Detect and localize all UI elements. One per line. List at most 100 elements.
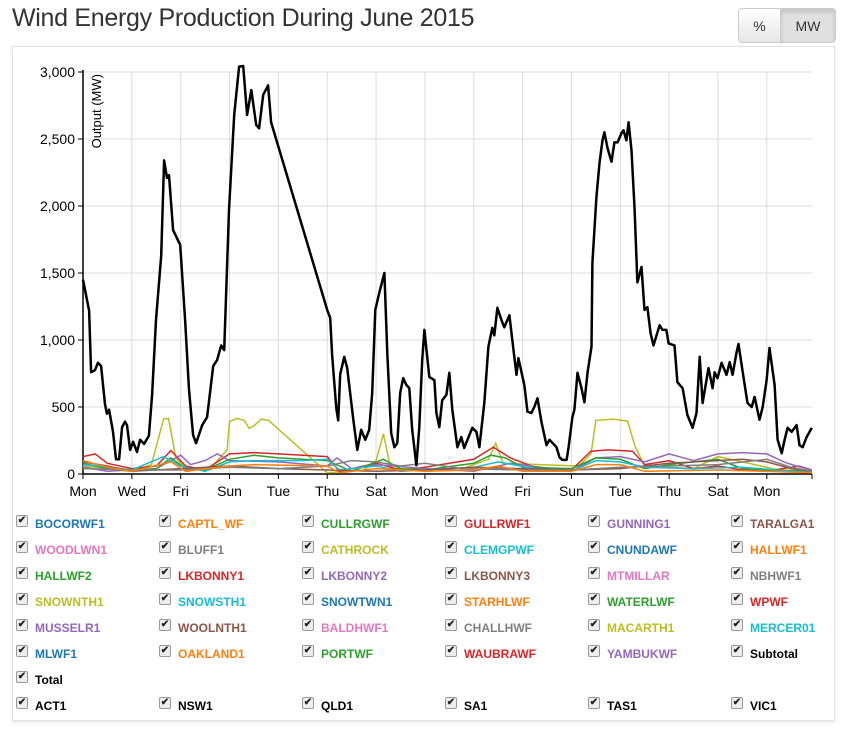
legend-item-waterlwf[interactable]: ✔ WATERLWF: [588, 593, 675, 610]
checkbox[interactable]: ✔: [159, 697, 171, 709]
legend-item-nsw1[interactable]: ✔ NSW1: [159, 697, 213, 714]
checkbox[interactable]: ✔: [445, 567, 457, 579]
legend-item-waubrawf[interactable]: ✔ WAUBRAWF: [445, 645, 536, 662]
legend-item-oakland1[interactable]: ✔ OAKLAND1: [159, 645, 245, 662]
legend-item-macarth1[interactable]: ✔ MACARTH1: [588, 619, 675, 636]
checkbox[interactable]: ✔: [16, 645, 28, 657]
legend-item-subtotal[interactable]: ✔ Subtotal: [731, 645, 798, 662]
legend-label: BALDHWF1: [321, 621, 389, 635]
checkbox[interactable]: ✔: [16, 593, 28, 605]
checkbox[interactable]: ✔: [302, 697, 314, 709]
checkbox[interactable]: ✔: [445, 645, 457, 657]
legend-item-wpwf[interactable]: ✔ WPWF: [731, 593, 788, 610]
checkbox[interactable]: ✔: [445, 619, 457, 631]
legend-item-snowtwn1[interactable]: ✔ SNOWTWN1: [302, 593, 392, 610]
checkbox[interactable]: ✔: [731, 697, 743, 709]
checkbox[interactable]: ✔: [302, 541, 314, 553]
checkbox[interactable]: ✔: [588, 619, 600, 631]
legend-item-hallwf1[interactable]: ✔ HALLWF1: [731, 541, 807, 558]
checkbox[interactable]: ✔: [731, 619, 743, 631]
legend-item-woolnth1[interactable]: ✔ WOOLNTH1: [159, 619, 247, 636]
legend-item-act1[interactable]: ✔ ACT1: [16, 697, 66, 714]
checkbox[interactable]: ✔: [159, 593, 171, 605]
checkbox[interactable]: ✔: [302, 619, 314, 631]
legend-item-musselr1[interactable]: ✔ MUSSELR1: [16, 619, 100, 636]
checkbox[interactable]: ✔: [16, 619, 28, 631]
checkbox[interactable]: ✔: [16, 671, 28, 683]
legend-item-nbhwf1[interactable]: ✔ NBHWF1: [731, 567, 801, 584]
legend-item-taralga1[interactable]: ✔ TARALGA1: [731, 515, 814, 532]
legend-item-lkbonny2[interactable]: ✔ LKBONNY2: [302, 567, 387, 584]
legend-item-yambukwf[interactable]: ✔ YAMBUKWF: [588, 645, 677, 662]
legend-item-lkbonny1[interactable]: ✔ LKBONNY1: [159, 567, 245, 584]
percent-button[interactable]: %: [739, 9, 781, 42]
checkbox[interactable]: ✔: [445, 593, 457, 605]
checkbox[interactable]: ✔: [731, 567, 743, 579]
legend-item-snowsth1[interactable]: ✔ SNOWSTH1: [159, 593, 246, 610]
legend-label: VIC1: [750, 699, 777, 713]
legend-item-woodlwn1[interactable]: ✔ WOODLWN1: [16, 541, 107, 558]
legend-item-bocorwf1[interactable]: ✔ BOCORWF1: [16, 515, 105, 532]
legend-label: MACARTH1: [607, 621, 675, 635]
checkbox[interactable]: ✔: [159, 515, 171, 527]
legend-item-sa1[interactable]: ✔ SA1: [445, 697, 488, 714]
legend-label: CLEMGPWF: [464, 543, 534, 557]
checkbox[interactable]: ✔: [159, 645, 171, 657]
checkbox[interactable]: ✔: [731, 541, 743, 553]
series-line-bluff1: [82, 458, 813, 473]
wind-output-chart: 0 500 1,000 1,500 2,000 2,500 3,000 Mon Wed Fri Su…: [40, 64, 813, 499]
legend-item-cnundawf[interactable]: ✔ CNUNDAWF: [588, 541, 677, 558]
legend-label: MLWF1: [35, 647, 77, 661]
checkbox[interactable]: ✔: [16, 541, 28, 553]
legend-item-baldhwf1[interactable]: ✔ BALDHWF1: [302, 619, 389, 636]
legend-label: LKBONNY3: [464, 569, 531, 583]
legend-item-gullrwf1[interactable]: ✔ GULLRWF1: [445, 515, 530, 532]
checkbox[interactable]: ✔: [302, 645, 314, 657]
checkbox[interactable]: ✔: [302, 567, 314, 579]
legend-item-clemgpwf[interactable]: ✔ CLEMGPWF: [445, 541, 534, 558]
legend-item-cullrgwf[interactable]: ✔ CULLRGWF: [302, 515, 390, 532]
legend-item-mlwf1[interactable]: ✔ MLWF1: [16, 645, 77, 662]
legend-item-snownth1[interactable]: ✔ SNOWNTH1: [16, 593, 104, 610]
checkbox[interactable]: ✔: [588, 567, 600, 579]
checkbox[interactable]: ✔: [588, 645, 600, 657]
legend-item-gunning1[interactable]: ✔ GUNNING1: [588, 515, 670, 532]
checkbox[interactable]: ✔: [302, 515, 314, 527]
checkbox[interactable]: ✔: [445, 697, 457, 709]
checkbox[interactable]: ✔: [588, 541, 600, 553]
checkbox[interactable]: ✔: [731, 645, 743, 657]
checkbox[interactable]: ✔: [588, 697, 600, 709]
legend-item-captl_wf[interactable]: ✔ CAPTL_WF: [159, 515, 243, 532]
checkbox[interactable]: ✔: [588, 593, 600, 605]
legend-item-tas1[interactable]: ✔ TAS1: [588, 697, 637, 714]
legend-item-starhlwf[interactable]: ✔ STARHLWF: [445, 593, 530, 610]
checkbox[interactable]: ✔: [159, 567, 171, 579]
checkbox[interactable]: ✔: [731, 593, 743, 605]
legend-item-mtmillar[interactable]: ✔ MTMILLAR: [588, 567, 670, 584]
checkbox[interactable]: ✔: [159, 541, 171, 553]
legend-item-vic1[interactable]: ✔ VIC1: [731, 697, 777, 714]
legend-item-bluff1[interactable]: ✔ BLUFF1: [159, 541, 224, 558]
legend-label: TAS1: [607, 699, 637, 713]
checkbox[interactable]: ✔: [16, 697, 28, 709]
checkbox[interactable]: ✔: [445, 515, 457, 527]
legend-label: SA1: [464, 699, 488, 713]
legend-item-total[interactable]: ✔ Total: [16, 671, 63, 688]
legend-item-portwf[interactable]: ✔ PORTWF: [302, 645, 373, 662]
checkbox[interactable]: ✔: [302, 593, 314, 605]
checkbox[interactable]: ✔: [731, 515, 743, 527]
legend-item-hallwf2[interactable]: ✔ HALLWF2: [16, 567, 92, 584]
legend-label: LKBONNY1: [178, 569, 245, 583]
legend-label: BOCORWF1: [35, 517, 105, 531]
checkbox[interactable]: ✔: [588, 515, 600, 527]
checkbox[interactable]: ✔: [16, 567, 28, 579]
checkbox[interactable]: ✔: [445, 541, 457, 553]
legend-item-challhwf[interactable]: ✔ CHALLHWF: [445, 619, 532, 636]
legend-item-lkbonny3[interactable]: ✔ LKBONNY3: [445, 567, 531, 584]
legend-item-mercer01[interactable]: ✔ MERCER01: [731, 619, 815, 636]
checkbox[interactable]: ✔: [16, 515, 28, 527]
legend-item-cathrock[interactable]: ✔ CATHROCK: [302, 541, 389, 558]
mw-button[interactable]: MW: [781, 9, 835, 42]
checkbox[interactable]: ✔: [159, 619, 171, 631]
legend-item-qld1[interactable]: ✔ QLD1: [302, 697, 353, 714]
